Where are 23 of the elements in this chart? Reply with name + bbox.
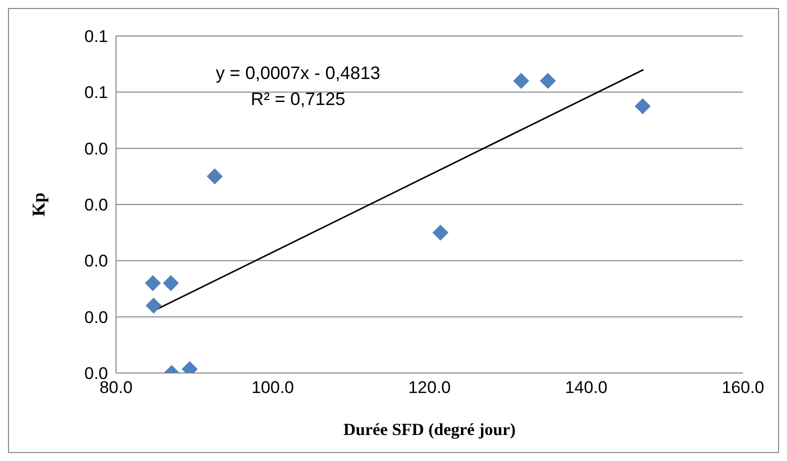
x-axis-title: Durée SFD (degré jour) bbox=[343, 420, 516, 439]
x-tick-label: 160.0 bbox=[722, 378, 764, 398]
y-tick-label: 0.0 bbox=[84, 308, 108, 327]
y-axis-title: Kp bbox=[28, 192, 48, 217]
y-tick-label: 0.0 bbox=[84, 196, 108, 215]
x-tick-label: 140.0 bbox=[564, 378, 608, 398]
point bbox=[432, 224, 448, 241]
point bbox=[206, 168, 223, 184]
point bbox=[146, 298, 162, 314]
y-tick-label: 0.0 bbox=[84, 139, 108, 158]
point bbox=[513, 72, 530, 89]
annotation: R² = 0,7125 bbox=[250, 88, 346, 111]
y-tick-label: 0.1 bbox=[84, 27, 108, 46]
x-tick-label: 80.0 bbox=[99, 378, 133, 398]
point bbox=[144, 275, 161, 292]
point bbox=[162, 275, 179, 292]
y-tick-label: 0.1 bbox=[84, 83, 108, 102]
x-tick-label: 100.0 bbox=[251, 378, 294, 398]
annotation: y = 0,0007x - 0,4813 bbox=[214, 62, 382, 85]
x-tick-label: 120.0 bbox=[408, 378, 451, 398]
point bbox=[634, 98, 651, 114]
point bbox=[540, 72, 556, 89]
y-tick-label: 0.0 bbox=[84, 252, 108, 271]
